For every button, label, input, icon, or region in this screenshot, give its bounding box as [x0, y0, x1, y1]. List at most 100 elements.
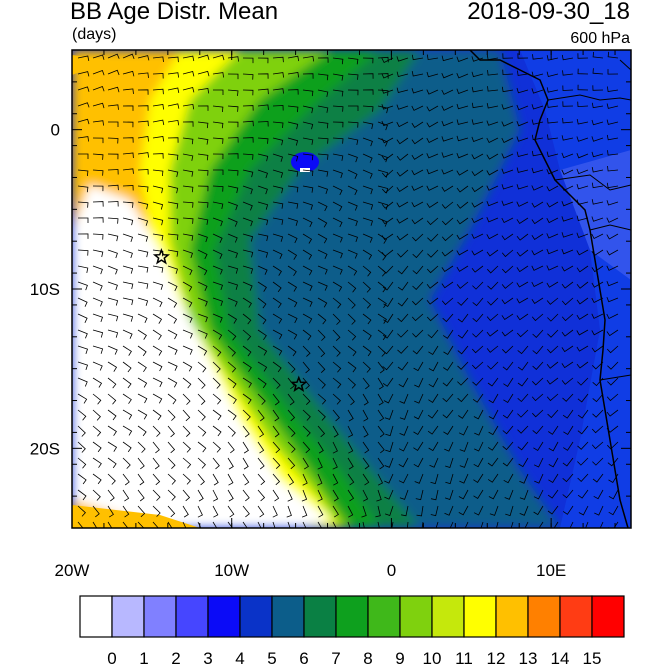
wind-barb: [563, 441, 574, 451]
wind-barb: [152, 393, 163, 404]
colorbar-swatch: [111, 595, 145, 638]
wind-barb: [122, 441, 132, 453]
wind-barb: [471, 233, 484, 239]
wind-barb: [398, 473, 409, 484]
wind-barb: [152, 409, 162, 421]
wind-barb: [317, 457, 323, 470]
wind-barb: [524, 521, 529, 528]
wind-barb: [317, 265, 328, 275]
wind-barb: [517, 441, 529, 451]
wind-barb: [606, 296, 619, 303]
wind-barb: [486, 120, 499, 126]
wind-barb: [362, 249, 373, 260]
wind-barb: [548, 473, 559, 484]
wind-barb: [167, 265, 179, 274]
wind-barb: [576, 361, 589, 369]
wind-barb: [197, 54, 210, 61]
wind-barb: [227, 281, 238, 290]
wind-barb: [317, 73, 329, 81]
wind-barb: [242, 377, 252, 388]
wind-barb: [561, 297, 574, 306]
wind-barb: [362, 521, 365, 528]
wind-barb: [122, 152, 134, 159]
wind-barb: [332, 361, 342, 373]
wind-barb: [107, 393, 117, 405]
wind-barb: [182, 505, 189, 518]
wind-barb: [287, 345, 297, 357]
wind-barb: [377, 473, 384, 486]
wind-barb: [287, 233, 298, 244]
wind-barb: [376, 489, 382, 502]
wind-barb: [347, 137, 359, 145]
wind-barb: [107, 409, 117, 421]
wind-barb: [242, 409, 251, 421]
lat-tick-label: 10S: [30, 280, 60, 299]
wind-barb: [517, 53, 529, 59]
wind-barb: [413, 361, 424, 372]
wind-barb: [92, 201, 104, 207]
wind-barb: [137, 185, 149, 192]
wind-barb: [287, 153, 299, 162]
wind-barb: [272, 105, 284, 111]
wind-barb: [152, 521, 159, 528]
wind-barb: [257, 409, 265, 422]
wind-barb: [517, 361, 529, 371]
wind-barb: [591, 216, 604, 222]
wind-barb: [242, 473, 250, 486]
wind-barb: [362, 281, 371, 293]
wind-barb: [546, 377, 559, 385]
wind-barb: [561, 135, 574, 141]
wind-barb: [107, 201, 119, 207]
wind-barb: [272, 56, 284, 63]
wind-barb: [576, 249, 589, 256]
wind-barb: [332, 217, 343, 228]
wind-barb: [92, 409, 101, 421]
wind-barb: [414, 473, 424, 484]
wind-barb: [317, 169, 329, 177]
wind-barb: [107, 361, 118, 372]
wind-barb: [415, 489, 424, 501]
wind-barb: [427, 233, 439, 242]
wind-barb: [272, 441, 281, 454]
wind-barb: [412, 297, 424, 306]
wind-barb: [347, 377, 356, 389]
wind-barb: [197, 313, 208, 323]
wind-barb: [546, 297, 559, 305]
wind-barb: [167, 425, 175, 438]
wind-barb: [332, 249, 343, 259]
wind-barb: [471, 153, 484, 160]
wind-barb: [576, 345, 589, 352]
wind-barb: [182, 103, 195, 110]
wind-barb: [591, 119, 604, 126]
wind-barb: [137, 393, 148, 404]
lat-tick-label: 0: [51, 121, 60, 140]
wind-barb: [503, 393, 514, 404]
wind-barb: [533, 441, 544, 452]
wind-barb: [516, 167, 529, 173]
wind-barb: [516, 184, 529, 190]
wind-barb: [212, 72, 224, 78]
wind-barb: [242, 120, 254, 127]
wind-barb: [272, 329, 283, 340]
wind-barb: [227, 105, 239, 112]
wind-barb: [471, 185, 484, 193]
wind-barb: [347, 473, 355, 486]
wind-barb: [302, 409, 311, 421]
wind-barb: [576, 265, 589, 273]
wind-barb: [272, 153, 284, 162]
colorbar-label: 2: [171, 649, 180, 667]
star-marker: [152, 247, 171, 265]
wind-barb: [516, 329, 529, 338]
wind-barb: [426, 281, 439, 289]
wind-barb: [562, 457, 574, 467]
wind-barb: [287, 409, 296, 422]
wind-barb: [332, 425, 339, 438]
wind-barb: [546, 169, 559, 175]
wind-barb: [107, 441, 118, 452]
wind-barb: [122, 201, 134, 208]
wind-barb: [287, 361, 296, 373]
wind-barb: [591, 313, 604, 319]
colorbar-swatch: [527, 595, 561, 638]
wind-barb: [562, 101, 574, 107]
wind-barb: [242, 169, 254, 178]
